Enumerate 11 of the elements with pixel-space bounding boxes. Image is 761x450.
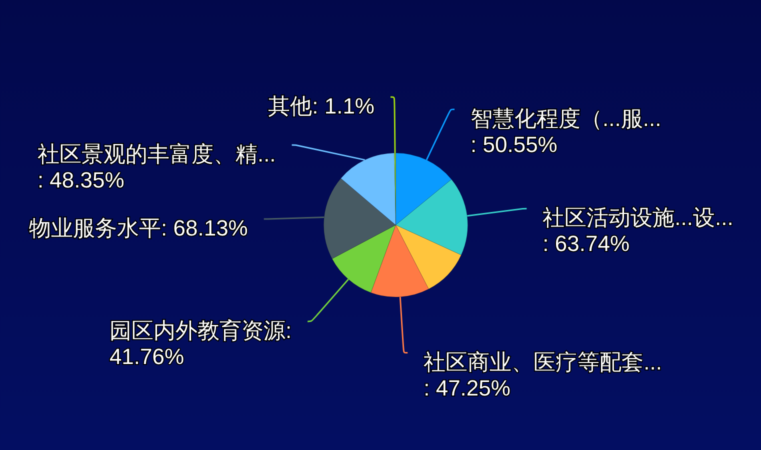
data-label: : 48.35% bbox=[37, 168, 124, 193]
slice-label: 物业服务水平: 68.13% bbox=[29, 216, 248, 241]
slice-label: 社区景观的丰富度、精... bbox=[37, 142, 276, 167]
data-label: : 50.55% bbox=[470, 132, 558, 157]
slice-label: 园区内外教育资源: 41.76% bbox=[109, 318, 292, 369]
data-label: : 47.25% bbox=[424, 375, 510, 400]
data-label: : 63.74% bbox=[542, 231, 630, 256]
slice-label: 智慧化程度（...服... bbox=[470, 106, 662, 131]
slice-label: 其他: 1.1% bbox=[268, 94, 374, 119]
slice-label: 社区活动设施...设... bbox=[542, 205, 734, 230]
slice-label: 社区商业、医疗等配套... bbox=[424, 349, 662, 374]
